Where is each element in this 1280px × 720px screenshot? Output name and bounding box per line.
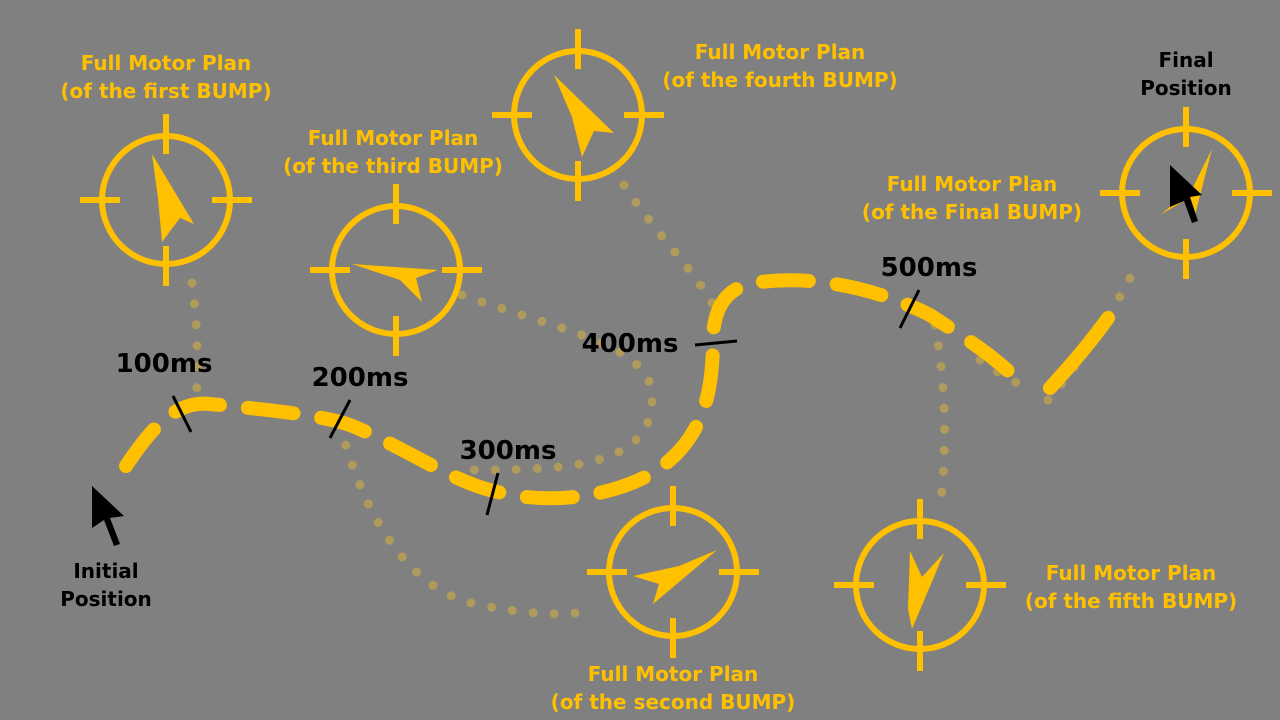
plan-third-line1: Full Motor Plan [308, 126, 479, 150]
connector-second-bump [335, 420, 587, 619]
crosshair-target-icon [1100, 107, 1272, 279]
tick-400ms [694, 339, 738, 347]
target-fifth-bump [834, 499, 1006, 671]
tick-200ms [328, 399, 352, 439]
final-position-line1: Final [1158, 48, 1213, 72]
mouse-cursor-icon [1170, 165, 1202, 223]
time-label-100ms: 100ms [116, 349, 213, 379]
tick-100ms [171, 395, 193, 433]
plan-direction-arrow-icon [352, 264, 438, 302]
tick-300ms [485, 472, 500, 516]
target-final-bump [1100, 107, 1272, 279]
plan-fourth-line2: (of the fourth BUMP) [662, 68, 897, 92]
tick-500ms [898, 289, 921, 329]
plan-third-line2: (of the third BUMP) [283, 154, 503, 178]
plan-final-line1: Full Motor Plan [887, 172, 1058, 196]
crosshair-target-icon [80, 114, 252, 286]
target-second-bump [587, 486, 759, 658]
final-position-line2: Position [1140, 76, 1232, 100]
movement-trajectory [119, 273, 1029, 506]
plan-direction-arrow-icon [633, 550, 717, 604]
initial-position-line1: Initial [73, 559, 138, 583]
plan-direction-arrow-icon [1160, 149, 1212, 219]
plan-fourth-line1: Full Motor Plan [695, 40, 866, 64]
target-first-bump [80, 114, 252, 286]
plan-final-line2: (of the Final BUMP) [862, 200, 1082, 224]
crosshair-target-icon [834, 499, 1006, 671]
plan-fifth-line2: (of the fifth BUMP) [1025, 589, 1237, 613]
plan-fifth-line1: Full Motor Plan [1046, 561, 1217, 585]
time-label-500ms: 500ms [881, 253, 978, 283]
plan-first-line2: (of the first BUMP) [60, 79, 271, 103]
time-label-200ms: 200ms [312, 363, 409, 393]
time-label-300ms: 300ms [460, 436, 557, 466]
connector-first-bump [187, 278, 202, 410]
target-third-bump [310, 184, 482, 356]
final-approach-segment [1043, 311, 1115, 395]
target-fourth-bump [492, 29, 664, 201]
plan-direction-arrow-icon [908, 551, 944, 629]
crosshair-target-icon [492, 29, 664, 201]
plan-first-line1: Full Motor Plan [81, 51, 252, 75]
time-ticks [171, 289, 921, 516]
mouse-cursor-icon [92, 486, 124, 546]
crosshair-target-icon [310, 184, 482, 356]
plan-direction-arrow-icon [554, 75, 614, 157]
time-label-400ms: 400ms [582, 329, 679, 359]
plan-direction-arrow-icon [152, 154, 194, 242]
plan-second-line2: (of the second BUMP) [551, 690, 796, 714]
plan-second-line1: Full Motor Plan [588, 662, 759, 686]
initial-position-line2: Position [60, 587, 152, 611]
connector-final-bump [975, 355, 1027, 390]
crosshair-target-icon [587, 486, 759, 658]
connector-fourth-bump [619, 180, 725, 325]
connector-fifth-bump [930, 320, 950, 515]
